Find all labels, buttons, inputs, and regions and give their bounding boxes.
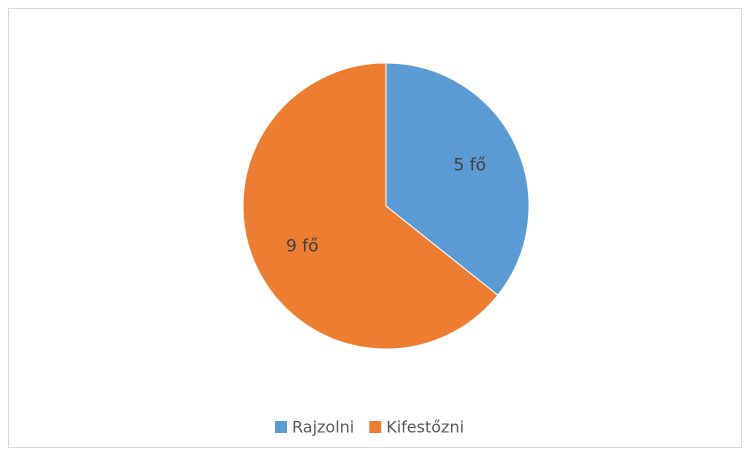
- data-label: 5 fő: [453, 156, 486, 176]
- legend-label: Rajzolni: [292, 418, 354, 437]
- data-label: 9 fő: [286, 236, 319, 256]
- legend-swatch: [369, 421, 382, 433]
- pie-slice: [242, 62, 499, 350]
- legend-label: Kifestőzni: [386, 418, 464, 437]
- legend-swatch: [275, 421, 287, 433]
- pie-slice: [385, 62, 530, 296]
